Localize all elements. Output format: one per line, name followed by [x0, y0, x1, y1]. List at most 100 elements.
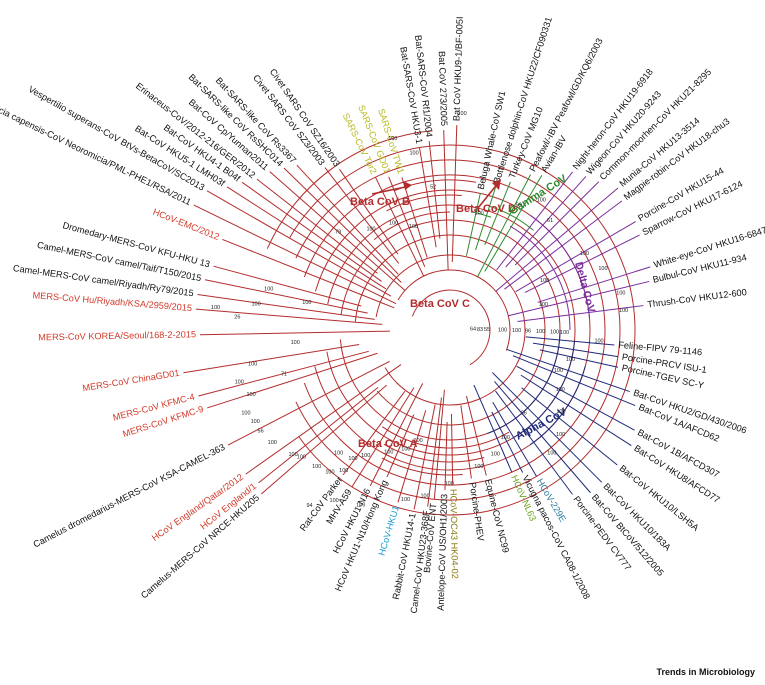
bootstrap-value: 100	[251, 419, 260, 425]
clade-arc	[266, 130, 433, 249]
clade-arc	[375, 254, 526, 406]
clade-arc	[490, 205, 534, 231]
arrows	[371, 179, 501, 209]
tree-branch	[222, 238, 395, 309]
bootstrap-value: 78	[335, 230, 341, 236]
bootstrap-value: 100	[474, 464, 483, 470]
tree-branch	[465, 395, 487, 476]
leaf-label: MERS-CoV KOREA/Seoul/168-2-2015	[38, 329, 196, 342]
arrow-beta-b	[371, 185, 411, 195]
bootstrap-value: 100	[540, 278, 549, 284]
tree-branch	[477, 174, 531, 277]
bootstrap-value: 100	[410, 151, 419, 157]
tree-branch	[508, 280, 650, 317]
clade-arc	[326, 204, 576, 456]
tree-branch	[525, 336, 615, 346]
clade-arc	[289, 144, 636, 516]
clade-label: Delta CoV	[572, 261, 597, 315]
bootstrap-value: 100	[330, 498, 339, 504]
tree-branch	[491, 372, 603, 483]
tree-branch	[388, 176, 426, 268]
tree-branch	[539, 349, 619, 368]
clade-arc	[397, 269, 511, 351]
tree-branch	[260, 384, 387, 495]
tree-branch	[520, 374, 632, 446]
bootstrap-value: 100	[246, 392, 255, 398]
bootstrap-value: 100	[498, 328, 507, 334]
tree-branch	[206, 190, 392, 297]
tree-branch	[484, 181, 511, 246]
leaf-label: HCoV-HKU1	[377, 505, 401, 557]
tree-branch	[193, 204, 397, 305]
bootstrap-value: 96	[525, 329, 531, 335]
tree-branch	[283, 167, 402, 283]
bootstrap-value: 96	[521, 410, 527, 416]
bootstrap-value: 100	[389, 220, 398, 226]
tree-branch	[369, 383, 424, 487]
bootstrap-value: 52	[430, 184, 436, 190]
bootstrap-value: 100	[512, 328, 521, 334]
tree-branch	[496, 171, 573, 271]
bootstrap-value: 100	[339, 468, 348, 474]
tree-branch	[517, 305, 644, 322]
bootstrap-value: 100	[268, 440, 277, 446]
tree-branch	[200, 330, 391, 336]
tree-branch	[473, 384, 513, 473]
tree-branch	[241, 181, 382, 282]
bootstrap-value: 56	[258, 428, 264, 434]
bootstrap-value: 100	[539, 302, 548, 308]
bootstrap-value: 100	[384, 450, 393, 456]
tree-branch	[537, 266, 651, 303]
tree-branch	[375, 176, 425, 277]
bootstrap-value: 100	[556, 409, 565, 415]
bootstrap-value: 100	[241, 410, 250, 416]
tree-branch	[484, 174, 543, 272]
tree-branch	[515, 221, 636, 293]
clade-arc	[470, 211, 492, 218]
bootstrap-value: 100	[598, 266, 607, 272]
bootstrap-value: 100	[401, 497, 410, 503]
tree-branch	[475, 186, 497, 251]
tree-branch	[226, 186, 387, 290]
leaf-label: Antelope-CoV US/OH1/2003	[436, 494, 450, 611]
bootstrap-value: 100	[475, 211, 484, 217]
tree-branch	[433, 389, 445, 500]
tree-branch	[450, 413, 454, 485]
clade-label: Beta CoV A	[358, 438, 418, 450]
bootstrap-value: 100	[288, 452, 297, 458]
tree-branch	[506, 348, 630, 393]
tree-branch	[213, 265, 362, 307]
tree-branch	[428, 141, 441, 239]
bootstrap-value: 100	[550, 329, 559, 335]
leaf-label: Bat CoV HKU9-1/BF-005I	[451, 16, 464, 121]
clade-arc	[411, 289, 491, 366]
bootstrap-value: 100	[554, 368, 563, 374]
tree-branch	[460, 405, 472, 479]
clade-label: Beta CoV C	[410, 298, 470, 310]
tree-branch	[504, 200, 623, 290]
bootstrap-value: 100	[235, 380, 244, 386]
leaf-label: Civet SARS CoV SZ16/2003	[268, 67, 342, 169]
bootstrap-value: 100	[248, 362, 257, 368]
tree-branch	[465, 193, 481, 256]
bootstrap-value: 100	[445, 481, 454, 487]
leaf-label: HCoV-OC43 HK04-02	[448, 489, 460, 579]
tree-branch	[524, 234, 640, 293]
tree-branch	[514, 181, 600, 266]
tree-branch	[491, 411, 524, 473]
leaf-label: Magpie-robin-CoV HKU18-chu3	[622, 116, 732, 202]
tree-branches	[183, 125, 651, 516]
bootstrap-value: 100	[619, 308, 628, 314]
bootstrap-value: 100	[211, 305, 220, 311]
arrowhead-beta-b	[403, 181, 412, 190]
tree-branch	[339, 169, 399, 255]
bootstrap-value: 100	[420, 493, 429, 499]
tree-branch	[512, 355, 636, 407]
bootstrap-value: 100	[291, 340, 300, 346]
tree-branch	[342, 390, 406, 476]
bootstrap-value: 26	[234, 315, 240, 321]
tree-branch	[269, 171, 406, 291]
bootstrap-value: 100	[297, 455, 306, 461]
tree-branch	[451, 125, 458, 263]
tree-branch	[227, 360, 390, 446]
